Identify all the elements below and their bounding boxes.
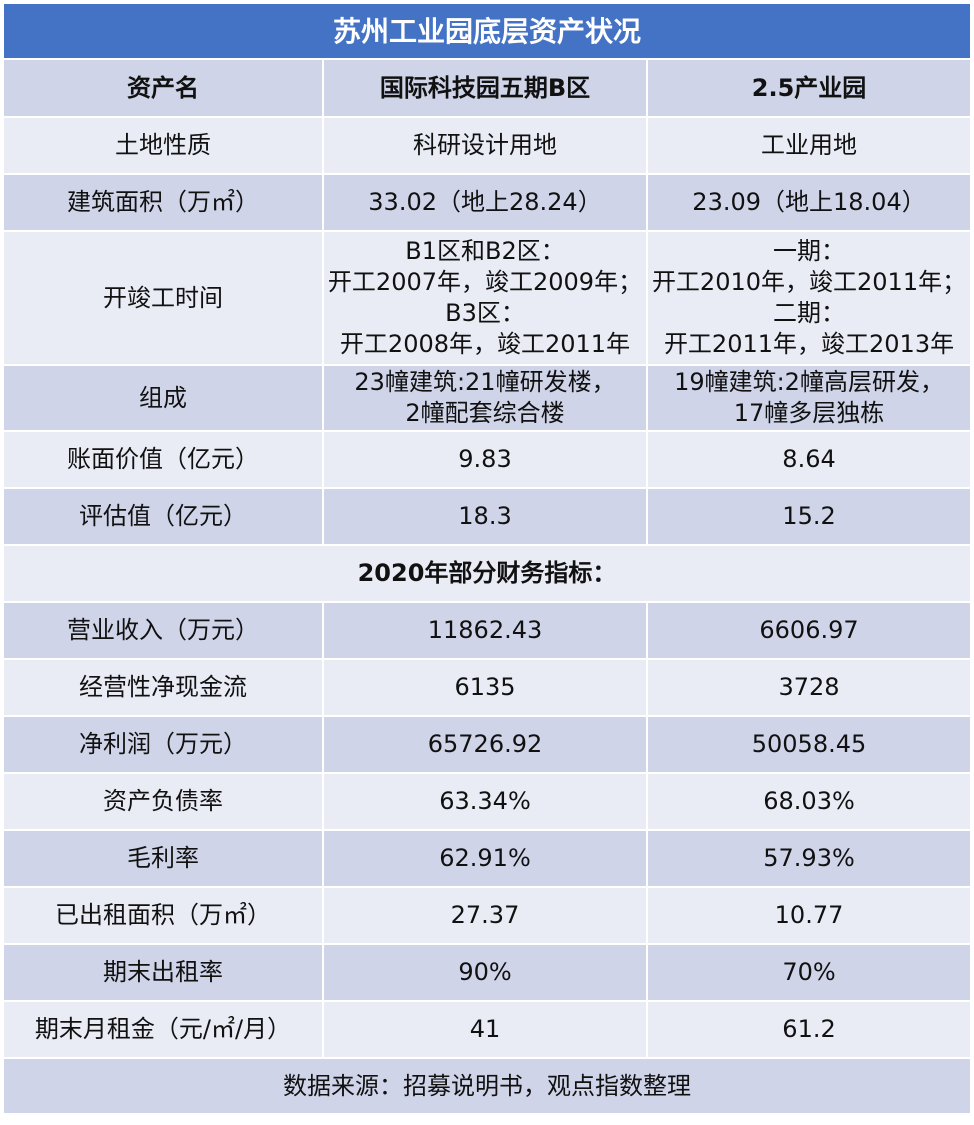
- row-label: 已出租面积（万㎡）: [2, 886, 324, 945]
- cell-park-a: 41: [322, 1000, 648, 1059]
- cell-park-a: 90%: [322, 943, 648, 1002]
- table-row: 资产负债率 63.34% 68.03%: [2, 772, 973, 831]
- cell-park-b: 19幢建筑:2幢高层研发， 17幢多层独栋: [645, 364, 973, 432]
- row-label: 开竣工时间: [2, 230, 324, 366]
- cell-park-b: 70%: [645, 943, 973, 1002]
- source-row: 数据来源：招募说明书，观点指数整理: [1, 1057, 973, 1115]
- header-row: 资产名 国际科技园五期B区 2.5产业园: [2, 58, 973, 118]
- title-row: 苏州工业园底层资产状况: [1, 2, 973, 60]
- cell-park-b: 8.64: [645, 430, 973, 489]
- cell-park-b: 6606.97: [645, 601, 973, 660]
- row-label: 期末出租率: [2, 943, 324, 1002]
- cell-line: 开工2008年，竣工2011年: [339, 330, 631, 358]
- cell-line: 开工2007年，竣工2009年；: [327, 268, 643, 296]
- cell-park-a: 6135: [322, 658, 648, 717]
- cell-park-a: 11862.43: [322, 601, 648, 660]
- table-row: 净利润（万元） 65726.92 50058.45: [2, 715, 973, 774]
- row-label: 账面价值（亿元）: [2, 430, 324, 489]
- cell-park-b: 10.77: [645, 886, 973, 945]
- row-label: 净利润（万元）: [2, 715, 324, 774]
- table-row: 期末月租金（元/㎡/月） 41 61.2: [2, 1000, 973, 1059]
- cell-park-a: B1区和B2区： 开工2007年，竣工2009年； B3区： 开工2008年，竣…: [322, 230, 648, 366]
- cell-park-b: 68.03%: [645, 772, 973, 831]
- cell-park-a: 18.3: [322, 487, 648, 546]
- row-label: 经营性净现金流: [2, 658, 324, 717]
- cell-line: B1区和B2区：: [405, 237, 565, 265]
- table-row: 组成 23幢建筑:21幢研发楼， 2幢配套综合楼 19幢建筑:2幢高层研发， 1…: [2, 364, 973, 432]
- table-row: 账面价值（亿元） 9.83 8.64: [2, 430, 973, 489]
- cell-park-a: 65726.92: [322, 715, 648, 774]
- cell-park-a: 63.34%: [322, 772, 648, 831]
- cell-park-b: 57.93%: [645, 829, 973, 888]
- cell-park-a: 9.83: [322, 430, 648, 489]
- table-row: 评估值（亿元） 18.3 15.2: [2, 487, 973, 546]
- cell-line: 二期：: [773, 299, 846, 327]
- cell-park-a: 科研设计用地: [322, 116, 648, 175]
- cell-line: 开工2011年，竣工2013年: [663, 330, 955, 358]
- row-label: 营业收入（万元）: [2, 601, 324, 660]
- row-label: 期末月租金（元/㎡/月）: [2, 1000, 324, 1059]
- row-label: 建筑面积（万㎡）: [2, 173, 324, 232]
- cell-park-b: 50058.45: [645, 715, 973, 774]
- table-row: 经营性净现金流 6135 3728: [2, 658, 973, 717]
- cell-line: 23幢建筑:21幢研发楼，: [354, 368, 616, 396]
- cell-line: 19幢建筑:2幢高层研发，: [674, 368, 944, 396]
- table-row: 已出租面积（万㎡） 27.37 10.77: [2, 886, 973, 945]
- table-row: 营业收入（万元） 11862.43 6606.97: [2, 601, 973, 660]
- cell-park-a: 62.91%: [322, 829, 648, 888]
- cell-park-b: 一期： 开工2010年，竣工2011年； 二期： 开工2011年，竣工2013年: [645, 230, 973, 366]
- row-label: 评估值（亿元）: [2, 487, 324, 546]
- cell-park-b: 23.09（地上18.04）: [645, 173, 973, 232]
- cell-park-a: 23幢建筑:21幢研发楼， 2幢配套综合楼: [322, 364, 648, 432]
- section-row: 2020年部分财务指标：: [1, 544, 973, 603]
- row-label: 资产负债率: [2, 772, 324, 831]
- table-row: 建筑面积（万㎡） 33.02（地上28.24） 23.09（地上18.04）: [2, 173, 973, 232]
- table-row: 毛利率 62.91% 57.93%: [2, 829, 973, 888]
- cell-line: B3区：: [445, 299, 525, 327]
- table-title: 苏州工业园底层资产状况: [1, 2, 973, 60]
- table-row: 土地性质 科研设计用地 工业用地: [2, 116, 973, 175]
- table-row: 期末出租率 90% 70%: [2, 943, 973, 1002]
- section-title: 2020年部分财务指标：: [1, 544, 973, 603]
- header-park-a: 国际科技园五期B区: [322, 58, 648, 118]
- cell-line: 2幢配套综合楼: [405, 399, 565, 427]
- row-label: 毛利率: [2, 829, 324, 888]
- cell-park-b: 3728: [645, 658, 973, 717]
- source-note: 数据来源：招募说明书，观点指数整理: [1, 1057, 973, 1115]
- header-park-b: 2.5产业园: [645, 58, 973, 118]
- cell-line: 17幢多层独栋: [733, 399, 885, 427]
- table-row: 开竣工时间 B1区和B2区： 开工2007年，竣工2009年； B3区： 开工2…: [2, 230, 973, 366]
- header-asset-name: 资产名: [2, 58, 324, 118]
- cell-park-b: 61.2: [645, 1000, 973, 1059]
- row-label: 土地性质: [2, 116, 324, 175]
- row-label: 组成: [2, 364, 324, 432]
- cell-line: 开工2010年，竣工2011年；: [651, 268, 967, 296]
- cell-park-b: 15.2: [645, 487, 973, 546]
- cell-line: 一期：: [773, 237, 846, 265]
- cell-park-a: 33.02（地上28.24）: [322, 173, 648, 232]
- cell-park-a: 27.37: [322, 886, 648, 945]
- cell-park-b: 工业用地: [645, 116, 973, 175]
